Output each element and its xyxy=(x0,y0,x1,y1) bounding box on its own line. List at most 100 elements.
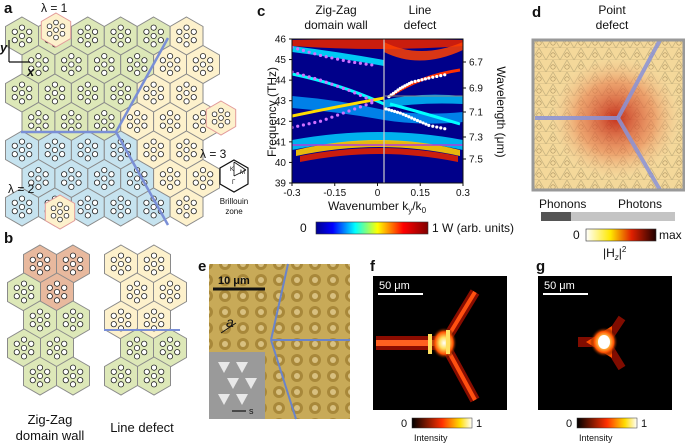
photons-bar xyxy=(571,212,675,221)
f-colorbar xyxy=(411,417,473,429)
band-dot xyxy=(420,78,424,82)
band-dot xyxy=(431,124,435,128)
zigzag-cell xyxy=(56,300,90,340)
c-y2-tick-label: 6.7 xyxy=(469,58,483,69)
band-dot xyxy=(431,75,435,79)
panel-label-e: e xyxy=(198,258,206,275)
bz-caption-1: Brillouin xyxy=(220,197,248,206)
c-x-ticks: -0.3 -0.15 0 0.15 0.3 xyxy=(283,183,470,199)
band-dot xyxy=(318,78,323,82)
honeycomb-cell xyxy=(70,187,105,227)
e-domain-line-1 xyxy=(270,263,289,341)
domain-wall-line-2 xyxy=(114,37,170,133)
band-dot xyxy=(358,61,362,65)
c-y-tick-label: 46 xyxy=(275,35,287,46)
honeycomb-cell xyxy=(136,16,171,56)
band-dot xyxy=(443,73,447,77)
band-dot xyxy=(396,88,400,92)
band-dot xyxy=(364,62,368,66)
band-dot xyxy=(296,124,300,128)
g-colorbar-max: 1 xyxy=(641,418,647,430)
g-colorbar xyxy=(576,417,638,429)
lambda2-cell xyxy=(44,194,76,230)
panel-label-c: c xyxy=(257,3,265,20)
band-dot xyxy=(370,63,374,67)
c-y-tick-label: 40 xyxy=(275,158,287,169)
c-ylabel-right: Wavelength (μm) xyxy=(494,66,508,157)
band-dot xyxy=(313,52,317,56)
band-dot xyxy=(353,107,357,111)
g-emission-pattern xyxy=(578,315,626,371)
band-dot xyxy=(415,118,419,123)
band-dot xyxy=(296,71,300,76)
lambda-2-label: λ = 2 xyxy=(8,182,35,196)
c-y2-ticks: 6.7 6.9 7.1 7.3 7.5 xyxy=(463,58,483,166)
d-colorbar-label: |Hz|2 xyxy=(603,245,627,262)
band-dot xyxy=(370,98,374,102)
band-dot xyxy=(353,91,357,95)
band-dot xyxy=(341,86,345,90)
photons-label: Photons xyxy=(618,197,662,211)
honeycomb-cell xyxy=(5,73,39,113)
c-y-tick-label: 45 xyxy=(275,55,287,66)
band-dot xyxy=(341,111,345,115)
c-title-right-1: Line xyxy=(409,3,432,17)
c-y-tick-label: 39 xyxy=(275,179,287,190)
lambda-3-label: λ = 3 xyxy=(200,147,227,161)
honeycomb-cell xyxy=(186,158,220,199)
honeycomb-cell xyxy=(38,73,72,113)
band-dot xyxy=(416,78,421,83)
panel-a: a λ = 1 λ = 2 λ = 3 y x K M Γ Brillouin … xyxy=(0,0,249,230)
honeycomb-cell xyxy=(186,44,220,85)
honeycomb-cell xyxy=(169,187,204,227)
lattice-vector xyxy=(220,322,237,334)
c-title-left-1: Zig-Zag xyxy=(315,3,356,17)
band-plot-area xyxy=(292,39,463,183)
g-colorbar-label: Intensity xyxy=(579,433,613,443)
band-dot xyxy=(395,110,400,114)
c-y2-tick-label: 7.1 xyxy=(469,108,483,119)
honeycomb-cell xyxy=(21,158,56,199)
panel-f: f 50 μm 0 1 Intensity xyxy=(370,258,507,443)
bz-k-label: K xyxy=(230,167,234,173)
band-dot xyxy=(307,75,311,79)
c-colorbar-max: 1 W (arb. units) xyxy=(432,221,514,235)
c-y-tick-label: 43 xyxy=(275,96,287,107)
band-dot xyxy=(341,58,345,62)
bz-m-label: M xyxy=(240,170,245,176)
g-scalebar-label: 50 μm xyxy=(544,280,575,292)
panel-label-g: g xyxy=(536,258,545,275)
band-dot xyxy=(391,91,396,95)
sem-inset-triangles xyxy=(218,362,257,405)
c-x-tick-label: -0.3 xyxy=(283,188,301,199)
band-dot xyxy=(401,112,405,116)
band-dot xyxy=(336,84,340,88)
c-y2-tick-label: 7.5 xyxy=(469,155,483,166)
point-defect-frame xyxy=(531,38,685,192)
zigzag-cell xyxy=(7,328,41,368)
g-colorbar-min: 0 xyxy=(566,418,572,430)
band-dot xyxy=(410,116,414,120)
panel-b: b Zig-Zag domain wall Line defect xyxy=(4,230,187,443)
band-dot xyxy=(410,80,414,84)
c-x-tick-label: -0.15 xyxy=(323,188,346,199)
c-y2-tick-label: 7.3 xyxy=(469,133,483,144)
band-dot xyxy=(301,123,305,127)
band-dot xyxy=(336,57,340,61)
honeycomb-cell xyxy=(169,130,204,170)
band-dot xyxy=(393,109,397,114)
d-colorbar-max: max xyxy=(659,228,682,242)
zigzag-cell xyxy=(40,328,74,368)
band-dot xyxy=(347,60,351,64)
band-dot xyxy=(413,79,417,83)
line-defect-cell xyxy=(137,356,171,396)
c-colorbar-min: 0 xyxy=(300,221,307,235)
band-dot xyxy=(330,82,334,86)
panel-g: g 50 μm 0 1 Intensity xyxy=(536,258,672,443)
band-dot xyxy=(307,50,311,54)
honeycomb-cell xyxy=(153,44,187,85)
c-ylabel: Frequency (THz) xyxy=(265,67,279,157)
panel-c: c Zig-Zag domain wall Line defect xyxy=(257,3,514,235)
lattice-label: a xyxy=(226,314,234,330)
